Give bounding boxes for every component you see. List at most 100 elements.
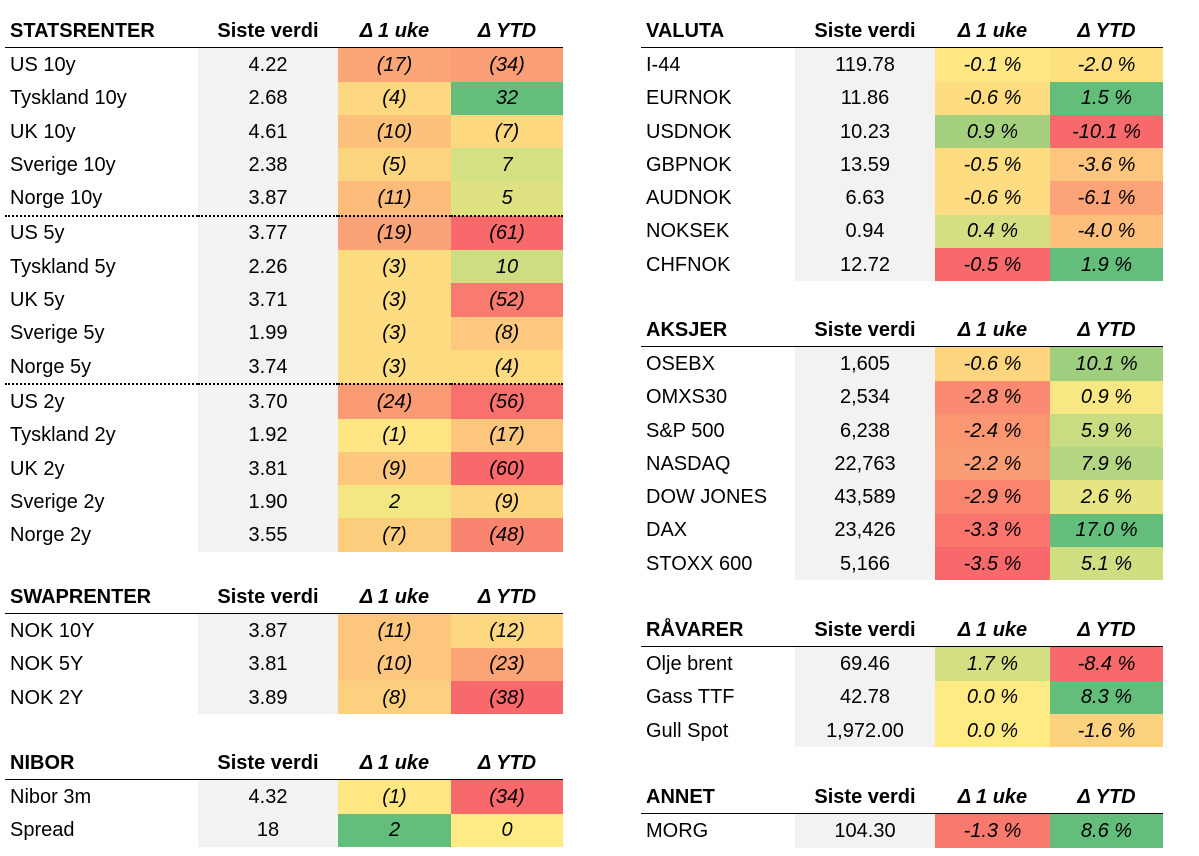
last-value-cell: 3.74 bbox=[198, 349, 338, 385]
table-header-row: RÅVARER Siste verdi Δ 1 uke Δ YTD bbox=[641, 613, 1163, 648]
table-title: SWAPRENTER bbox=[5, 580, 198, 615]
last-value-cell: 2.26 bbox=[198, 250, 338, 284]
last-value-cell: 12.72 bbox=[795, 248, 935, 282]
change-ytd-cell: 5.1 % bbox=[1050, 547, 1163, 581]
table-row: NASDAQ 22,763 -2.2 % 7.9 % bbox=[641, 447, 1163, 481]
table-title: ANNET bbox=[641, 780, 795, 815]
change-ytd-cell: 7.9 % bbox=[1050, 447, 1163, 481]
change-ytd-cell: (7) bbox=[451, 114, 563, 149]
change-ytd-cell: 8.3 % bbox=[1050, 680, 1163, 714]
row-name: UK 5y bbox=[10, 289, 65, 312]
change-ytd-cell: 2.6 % bbox=[1050, 480, 1163, 514]
row-name: USDNOK bbox=[646, 120, 732, 143]
row-name: STOXX 600 bbox=[646, 552, 753, 575]
change-ytd-cell: (12) bbox=[451, 613, 563, 648]
row-name: Nibor 3m bbox=[10, 785, 92, 808]
table-row: Spread 18 2 0 bbox=[5, 813, 563, 847]
table-row: NOKSEK 0.94 0.4 % -4.0 % bbox=[641, 214, 1163, 249]
change-week-cell: -0.6 % bbox=[935, 181, 1050, 215]
column-header-value: Siste verdi bbox=[198, 14, 338, 49]
table-row: OSEBX 1,605 -0.6 % 10.1 % bbox=[641, 346, 1163, 381]
table-annet: ANNET Siste verdi Δ 1 uke Δ YTD MORG 104.… bbox=[641, 780, 1163, 848]
last-value-cell: 104.30 bbox=[795, 813, 935, 848]
change-week-cell: (3) bbox=[338, 349, 451, 385]
table-row: I-44 119.78 -0.1 % -2.0 % bbox=[641, 47, 1163, 82]
change-ytd-cell: 1.9 % bbox=[1050, 248, 1163, 282]
last-value-cell: 1.92 bbox=[198, 418, 338, 452]
change-week-cell: (5) bbox=[338, 148, 451, 182]
change-ytd-cell: 1.5 % bbox=[1050, 81, 1163, 115]
row-name: S&P 500 bbox=[646, 419, 725, 442]
table-title: NIBOR bbox=[5, 746, 198, 781]
change-ytd-cell: (4) bbox=[451, 349, 563, 385]
change-week-cell: -2.2 % bbox=[935, 447, 1050, 481]
row-name: MORG bbox=[646, 819, 709, 842]
row-name: GBPNOK bbox=[646, 153, 732, 176]
change-week-cell: -2.8 % bbox=[935, 380, 1050, 414]
row-name: Sverige 2y bbox=[10, 490, 105, 513]
change-week-cell: (8) bbox=[338, 680, 451, 715]
change-ytd-cell: (38) bbox=[451, 680, 563, 715]
column-header-ytd: Δ YTD bbox=[1050, 14, 1163, 49]
table-row: Gull Spot 1,972.00 0.0 % -1.6 % bbox=[641, 713, 1163, 748]
last-value-cell: 4.32 bbox=[198, 779, 338, 814]
change-ytd-cell: 0.9 % bbox=[1050, 380, 1163, 414]
change-ytd-cell: 10.1 % bbox=[1050, 346, 1163, 381]
row-name: I-44 bbox=[646, 53, 681, 76]
last-value-cell: 6.63 bbox=[795, 181, 935, 215]
table-row: MORG 104.30 -1.3 % 8.6 % bbox=[641, 813, 1163, 848]
table-row: AUDNOK 6.63 -0.6 % -6.1 % bbox=[641, 181, 1163, 215]
last-value-cell: 2,534 bbox=[795, 380, 935, 414]
change-ytd-cell: (8) bbox=[451, 316, 563, 350]
change-ytd-cell: (52) bbox=[451, 283, 563, 317]
row-name: NOK 5Y bbox=[10, 653, 84, 676]
row-name: UK 2y bbox=[10, 457, 65, 480]
table-row: UK 5y 3.71 (3) (52) bbox=[5, 283, 563, 317]
table-title: STATSRENTER bbox=[5, 14, 198, 49]
change-week-cell: (10) bbox=[338, 114, 451, 149]
row-name: US 5y bbox=[5, 214, 198, 251]
change-ytd-cell: (34) bbox=[451, 47, 563, 82]
table-header-row: VALUTA Siste verdi Δ 1 uke Δ YTD bbox=[641, 14, 1163, 49]
column-header-week: Δ 1 uke bbox=[338, 580, 451, 615]
last-value-cell: 2.38 bbox=[198, 148, 338, 182]
change-week-cell: (1) bbox=[338, 779, 451, 814]
change-ytd-cell: 5.9 % bbox=[1050, 413, 1163, 448]
change-week-cell: -0.5 % bbox=[935, 248, 1050, 282]
change-ytd-cell: (34) bbox=[451, 779, 563, 814]
column-header-value: Siste verdi bbox=[795, 780, 935, 815]
last-value-cell: 3.87 bbox=[198, 613, 338, 648]
change-ytd-cell: (56) bbox=[451, 383, 563, 419]
change-ytd-cell: (17) bbox=[451, 418, 563, 452]
table-row: Norge 5y 3.74 (3) (4) bbox=[5, 349, 563, 385]
change-week-cell: (11) bbox=[338, 181, 451, 216]
change-week-cell: -2.9 % bbox=[935, 480, 1050, 514]
change-week-cell: (3) bbox=[338, 283, 451, 317]
table-title: RÅVARER bbox=[641, 613, 795, 648]
table-row: Sverige 5y 1.99 (3) (8) bbox=[5, 316, 563, 350]
row-name: Norge 2y bbox=[10, 524, 92, 547]
change-week-cell: 2 bbox=[338, 813, 451, 847]
last-value-cell: 13.59 bbox=[795, 148, 935, 182]
table-row: US 2y 3.70 (24) (56) bbox=[5, 383, 563, 419]
table-header-row: ANNET Siste verdi Δ 1 uke Δ YTD bbox=[641, 780, 1163, 815]
last-value-cell: 6,238 bbox=[795, 413, 935, 448]
change-ytd-cell: (48) bbox=[451, 518, 563, 552]
row-name: NOK 10Y bbox=[10, 619, 95, 642]
change-week-cell: 1.7 % bbox=[935, 646, 1050, 681]
last-value-cell: 1.90 bbox=[198, 485, 338, 519]
table-row: EURNOK 11.86 -0.6 % 1.5 % bbox=[641, 81, 1163, 115]
last-value-cell: 3.77 bbox=[198, 214, 338, 251]
last-value-cell: 43,589 bbox=[795, 480, 935, 514]
table-swaprenter: SWAPRENTER Siste verdi Δ 1 uke Δ YTD NOK… bbox=[5, 580, 563, 715]
last-value-cell: 119.78 bbox=[795, 47, 935, 82]
table-row: Olje brent 69.46 1.7 % -8.4 % bbox=[641, 646, 1163, 681]
table-title: VALUTA bbox=[641, 14, 795, 49]
table-row: Sverige 10y 2.38 (5) 7 bbox=[5, 148, 563, 182]
last-value-cell: 3.55 bbox=[198, 518, 338, 552]
table-row: DAX 23,426 -3.3 % 17.0 % bbox=[641, 513, 1163, 548]
change-week-cell: 0.9 % bbox=[935, 114, 1050, 149]
row-name: EURNOK bbox=[646, 87, 732, 110]
column-header-value: Siste verdi bbox=[795, 613, 935, 648]
last-value-cell: 3.81 bbox=[198, 451, 338, 486]
